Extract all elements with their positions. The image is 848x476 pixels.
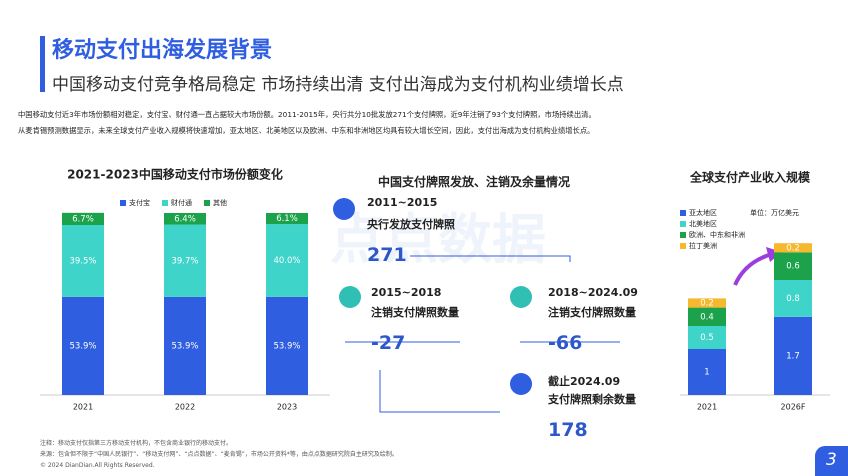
bar-segment [774,252,812,280]
bar-segment [688,349,726,395]
bar-segment [164,296,206,395]
legend-swatch [120,200,126,206]
legend-swatch [680,243,686,249]
data-label: 6.4% [174,214,196,224]
x-tick-label: 2021 [697,403,717,412]
subtitle: 中国移动支付竞争格局稳定 市场持续出清 支付出海成为支付机构业绩增长点 [52,75,624,95]
icon [510,286,532,308]
legend-swatch [680,232,686,238]
data-label: 53.9% [273,341,300,351]
chart-title: 全球支付产业收入规模 [689,170,811,185]
data-label: 0.6 [786,262,800,272]
data-label: 0.8 [786,294,800,304]
bar-segment [266,296,308,395]
x-tick-label: 2026F [781,403,806,412]
connector [410,255,571,262]
data-label: 39.5% [69,256,96,266]
icon [510,373,532,395]
label: 注销支付牌照数量 [548,306,636,319]
data-label: 40.0% [273,256,300,266]
legend-label: 北美地区 [689,219,717,228]
legend-swatch [204,200,210,206]
bar-segment [774,316,812,395]
page-number: 3 [826,450,837,470]
data-label: 1.7 [786,351,800,361]
unit-label: 单位：万亿美元 [750,208,799,217]
label: 注销支付牌照数量 [371,306,459,319]
legend-label: 其他 [213,198,227,207]
period: 2015~2018 [371,286,442,299]
bar-segment [62,225,104,297]
bar-segment [266,224,308,297]
legend-label: 亚太地区 [689,208,717,217]
icon [333,198,355,220]
intro-line: 中国移动支付近3年市场份额相对稳定，支付宝、财付通一直占据较大市场份额。2011… [18,110,596,119]
copyright: © 2024 DianDian.All Rights Reserved. [40,462,155,469]
connector [379,370,500,413]
bar-segment [164,213,206,225]
chart-title: 2021-2023中国移动支付市场份额变化 [67,167,283,182]
data-label: 6.7% [72,214,94,224]
connectors [345,255,620,413]
page-badge [815,446,848,476]
data-label: 0.5 [700,333,714,343]
legend-label: 欧洲、中东和非洲 [689,230,745,239]
note: 注释：移动支付仅指第三方移动支付机构，不包含商业银行的移动支付。 [40,440,233,447]
value: 271 [367,244,407,266]
label: 支付牌照剩余数量 [548,393,636,406]
bar-segment [266,213,308,225]
bar-segment [688,307,726,326]
x-tick-label: 2021 [73,403,93,412]
legend-label: 支付宝 [129,198,150,207]
legend-label: 拉丁美洲 [689,241,717,250]
bar-segment [774,280,812,317]
value: -27 [371,332,406,354]
watermark: 点点数据 [330,208,546,271]
period: 2018~2024.09 [548,286,638,299]
bar-segment [62,212,104,226]
data-label: 39.7% [171,256,198,266]
title: 移动支付出海发展背景 [52,38,273,63]
data-label: 0.2 [700,299,714,309]
bar-segment [164,224,206,297]
period: 截止2024.09 [548,375,621,388]
bar-segment [774,243,812,253]
panel-title: 中国支付牌照发放、注销及余量情况 [378,175,571,189]
data-label: 1 [704,368,709,378]
value: 178 [548,419,588,441]
label: 央行发放支付牌照 [367,218,455,231]
legend-swatch [162,200,168,206]
period: 2011~2015 [367,196,438,209]
title-bar [40,36,45,92]
bar-segment [62,296,104,395]
bar-segment [688,326,726,349]
data-label: 53.9% [171,341,198,351]
growth-arrow [733,252,773,286]
x-tick-label: 2023 [277,403,297,412]
legend-swatch [680,221,686,227]
data-label: 53.9% [69,341,96,351]
icon [339,286,361,308]
data-label: 6.1% [276,214,298,224]
bar-segment [688,298,726,308]
data-label: 0.2 [786,243,800,253]
legend-label: 财付通 [171,198,192,207]
x-tick-label: 2022 [175,403,195,412]
data-label: 0.4 [700,312,714,322]
note: 来源：包含但不限于“中国人民银行”、“移动支付网”、“点点数据”、“麦肯锡”，市… [40,451,398,458]
value: -66 [548,332,583,354]
intro-line: 从麦肯锡预测数据显示，未来全球支付产业收入规模将快速增加，亚太地区、北美地区以及… [18,126,595,135]
legend-swatch [680,210,686,216]
